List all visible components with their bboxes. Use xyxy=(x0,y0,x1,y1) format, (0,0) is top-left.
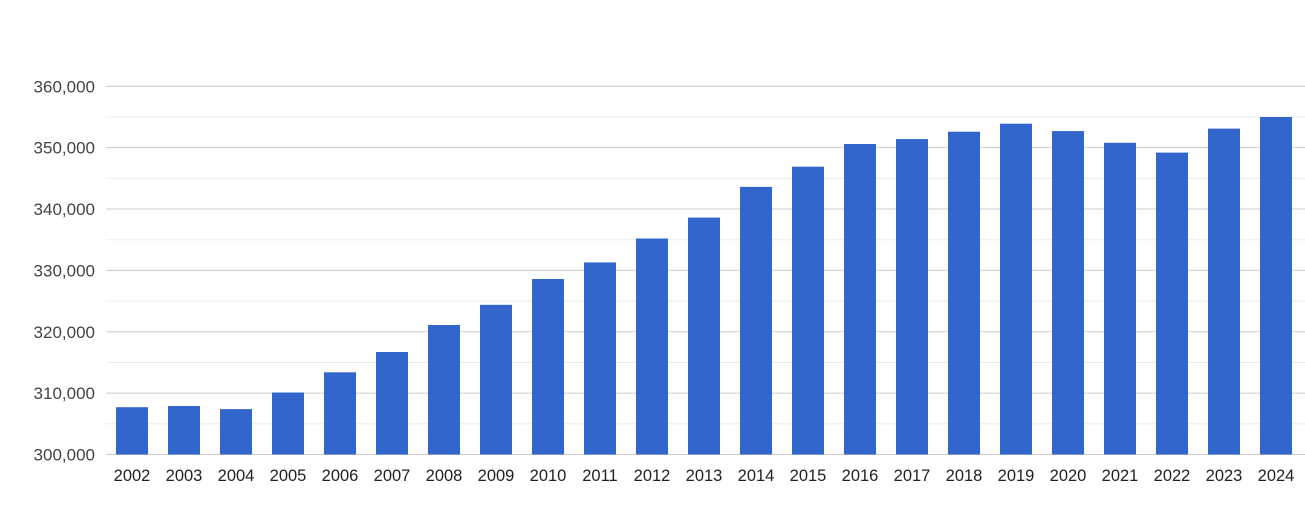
bar-2011[interactable] xyxy=(584,262,616,455)
bar-2019[interactable] xyxy=(1000,123,1032,455)
bar-2008[interactable] xyxy=(428,325,460,455)
bar-2012[interactable] xyxy=(636,238,668,455)
x-axis-label-2013: 2013 xyxy=(686,467,723,485)
y-axis-tick-label: 340,000 xyxy=(34,200,95,219)
bar-2024[interactable] xyxy=(1260,117,1292,455)
bar-2023[interactable] xyxy=(1208,128,1240,455)
x-axis-label-2005: 2005 xyxy=(270,467,307,485)
x-axis-label-2003: 2003 xyxy=(166,467,203,485)
bar-2017[interactable] xyxy=(896,139,928,455)
y-axis-tick-label: 320,000 xyxy=(34,323,95,342)
x-axis-label-2008: 2008 xyxy=(426,467,463,485)
x-axis-label-2011: 2011 xyxy=(582,467,617,485)
bar-2010[interactable] xyxy=(532,279,564,455)
x-axis-label-2014: 2014 xyxy=(738,467,775,485)
bar-2009[interactable] xyxy=(480,304,512,455)
y-axis-tick-label: 300,000 xyxy=(34,446,95,465)
bar-2015[interactable] xyxy=(792,166,824,455)
x-axis-label-2012: 2012 xyxy=(634,467,671,485)
x-axis-label-2022: 2022 xyxy=(1154,467,1191,485)
x-axis-label-2002: 2002 xyxy=(114,467,151,485)
bar-2005[interactable] xyxy=(272,392,304,455)
x-axis-label-2019: 2019 xyxy=(998,467,1035,485)
x-axis-label-2006: 2006 xyxy=(322,467,359,485)
x-axis-label-2007: 2007 xyxy=(374,467,411,485)
bar-2014[interactable] xyxy=(740,186,772,455)
x-axis-label-2023: 2023 xyxy=(1206,467,1243,485)
bar-2002[interactable] xyxy=(116,407,148,455)
x-axis-label-2009: 2009 xyxy=(478,467,515,485)
x-axis-label-2018: 2018 xyxy=(946,467,983,485)
x-axis-label-2020: 2020 xyxy=(1050,467,1087,485)
bar-2022[interactable] xyxy=(1156,152,1188,455)
y-axis-tick-label: 350,000 xyxy=(34,139,95,158)
bar-2006[interactable] xyxy=(324,372,356,455)
x-axis-label-2004: 2004 xyxy=(218,467,255,485)
y-axis-tick-label: 310,000 xyxy=(34,384,95,403)
bar-2003[interactable] xyxy=(168,406,200,455)
bar-2004[interactable] xyxy=(220,409,252,455)
x-axis-label-2017: 2017 xyxy=(894,467,931,485)
x-axis-label-2024: 2024 xyxy=(1258,467,1295,485)
y-axis-tick-label: 330,000 xyxy=(34,261,95,280)
bar-2007[interactable] xyxy=(376,352,408,455)
x-axis-label-2021: 2021 xyxy=(1102,467,1139,485)
x-axis-label-2015: 2015 xyxy=(790,467,827,485)
bar-2021[interactable] xyxy=(1104,142,1136,455)
bar-2013[interactable] xyxy=(688,217,720,455)
bar-2020[interactable] xyxy=(1052,131,1084,455)
x-axis-label-2016: 2016 xyxy=(842,467,879,485)
bar-2018[interactable] xyxy=(948,131,980,455)
y-axis-tick-label: 360,000 xyxy=(34,77,95,96)
bar-2016[interactable] xyxy=(844,144,876,455)
x-axis-label-2010: 2010 xyxy=(530,467,567,485)
